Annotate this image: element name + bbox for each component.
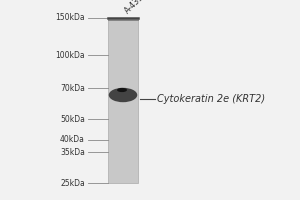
Text: 150kDa: 150kDa (56, 14, 85, 22)
Ellipse shape (109, 88, 137, 102)
Text: 70kDa: 70kDa (60, 84, 85, 93)
Text: A-431: A-431 (123, 0, 146, 15)
Text: Cytokeratin 2e (KRT2): Cytokeratin 2e (KRT2) (157, 94, 265, 104)
Text: 100kDa: 100kDa (56, 51, 85, 60)
Text: 25kDa: 25kDa (60, 178, 85, 188)
Bar (108, 18, 138, 183)
Text: 35kDa: 35kDa (60, 148, 85, 157)
Text: 50kDa: 50kDa (60, 115, 85, 124)
Ellipse shape (117, 88, 127, 92)
Text: 40kDa: 40kDa (60, 135, 85, 144)
